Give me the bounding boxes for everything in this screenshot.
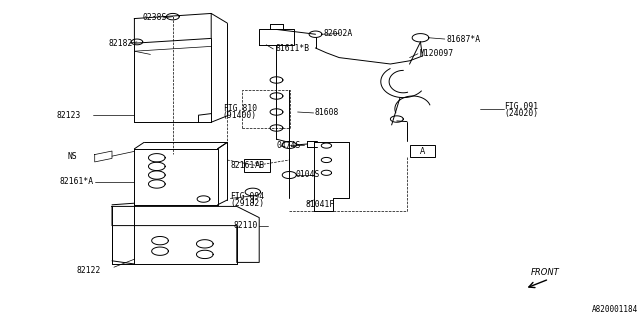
Text: 82161*B: 82161*B	[230, 161, 264, 170]
Text: 81687*A: 81687*A	[447, 35, 481, 44]
Text: 81611*B: 81611*B	[275, 44, 309, 53]
Text: A: A	[255, 161, 260, 170]
Text: NS: NS	[67, 152, 77, 161]
Text: A: A	[420, 147, 425, 156]
Text: 0238S: 0238S	[142, 13, 166, 22]
Text: 82161*A: 82161*A	[60, 177, 93, 186]
Bar	[242, 90, 290, 128]
Text: 82110: 82110	[234, 221, 258, 230]
Text: FIG.094: FIG.094	[230, 192, 264, 201]
Text: M120097: M120097	[419, 49, 453, 58]
Text: 0104S: 0104S	[296, 170, 320, 179]
Text: A820001184: A820001184	[592, 305, 638, 314]
Bar	[244, 159, 270, 172]
Text: 82602A: 82602A	[323, 29, 353, 38]
Text: (29182): (29182)	[230, 199, 264, 208]
Bar	[410, 145, 435, 157]
Text: (91400): (91400)	[223, 111, 257, 120]
Text: FRONT: FRONT	[531, 268, 560, 277]
Text: FIG.810: FIG.810	[223, 104, 257, 113]
Text: FIG.091: FIG.091	[504, 102, 538, 111]
Text: 82122: 82122	[77, 266, 101, 275]
Text: (24020): (24020)	[504, 109, 538, 118]
Text: 0474S: 0474S	[276, 141, 301, 150]
Text: 82182: 82182	[109, 39, 133, 48]
Text: 82123: 82123	[56, 111, 81, 120]
Text: 81608: 81608	[315, 108, 339, 117]
Text: 81041F: 81041F	[305, 200, 335, 209]
